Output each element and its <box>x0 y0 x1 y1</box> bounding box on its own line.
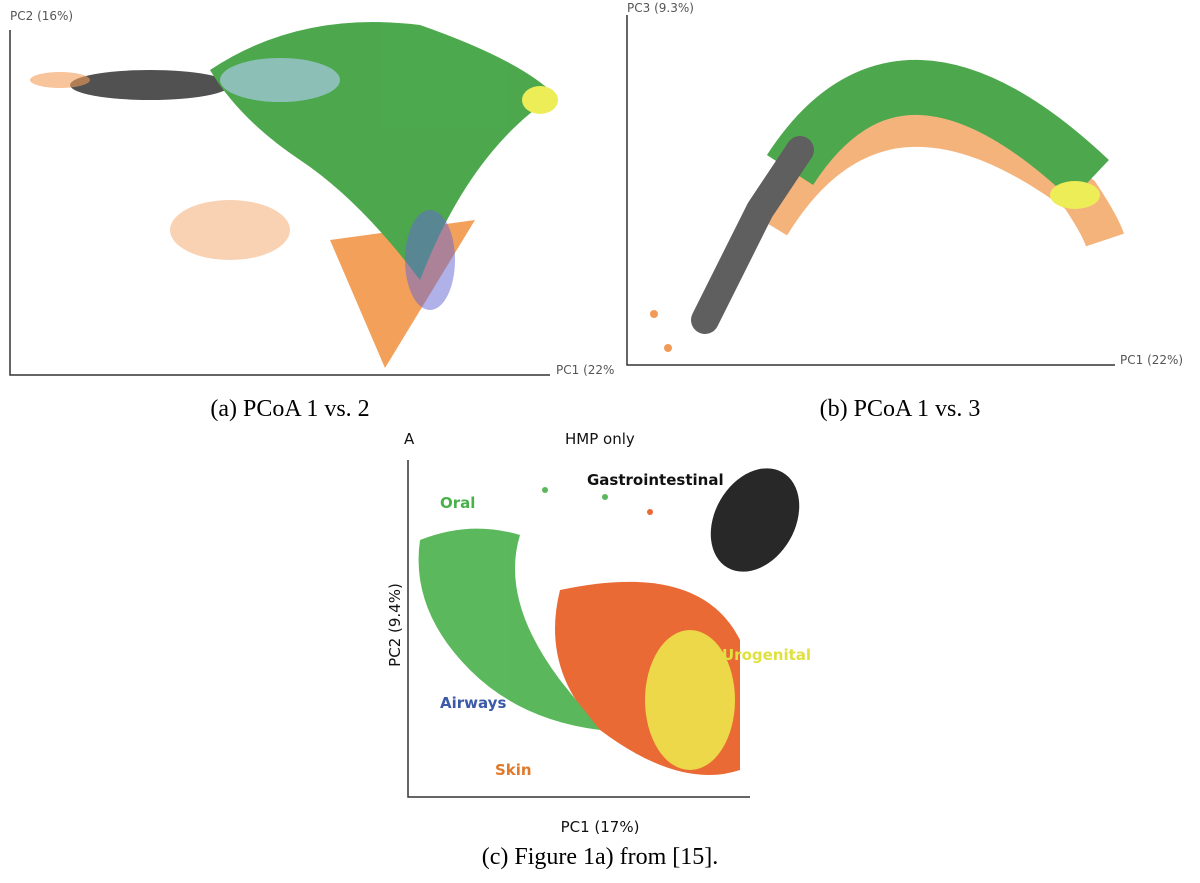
group-label: Urogenital <box>722 646 811 664</box>
x-axis-label: PC1 (17%) <box>561 818 640 836</box>
panel-a: PC2 (16%) PC1 (22% (a) PCoA 1 vs. 2 <box>9 9 614 422</box>
y-axis-label: PC2 (9.4%) <box>386 583 404 667</box>
panel-c: A HMP only PC2 (9.4%) PC1 (17%) Oral Gas… <box>386 430 811 870</box>
x-axis-label: PC1 (22%) <box>1120 353 1183 367</box>
group-label: Skin <box>495 761 532 779</box>
y-axis-label: PC3 (9.3%) <box>627 1 694 15</box>
group-label: Airways <box>440 694 506 712</box>
point-clouds <box>650 59 1124 352</box>
group-label: Gastrointestinal <box>587 471 724 489</box>
panel-title: HMP only <box>565 430 635 448</box>
x-axis-label: PC1 (22% <box>556 363 614 377</box>
axes <box>9 30 550 376</box>
y-axis-label: PC2 (16%) <box>10 9 73 23</box>
axes <box>407 460 750 798</box>
point-clouds <box>418 468 800 775</box>
panel-b: PC3 (9.3%) PC1 (22%) (b) PCoA 1 vs. 3 <box>626 1 1183 422</box>
caption: (a) PCoA 1 vs. 2 <box>210 396 369 422</box>
group-label: Oral <box>440 494 475 512</box>
axes <box>626 15 1115 366</box>
panel-letter: A <box>404 430 415 448</box>
caption: (b) PCoA 1 vs. 3 <box>820 396 981 422</box>
caption: (c) Figure 1a) from [15]. <box>482 844 719 870</box>
point-clouds <box>30 22 558 368</box>
